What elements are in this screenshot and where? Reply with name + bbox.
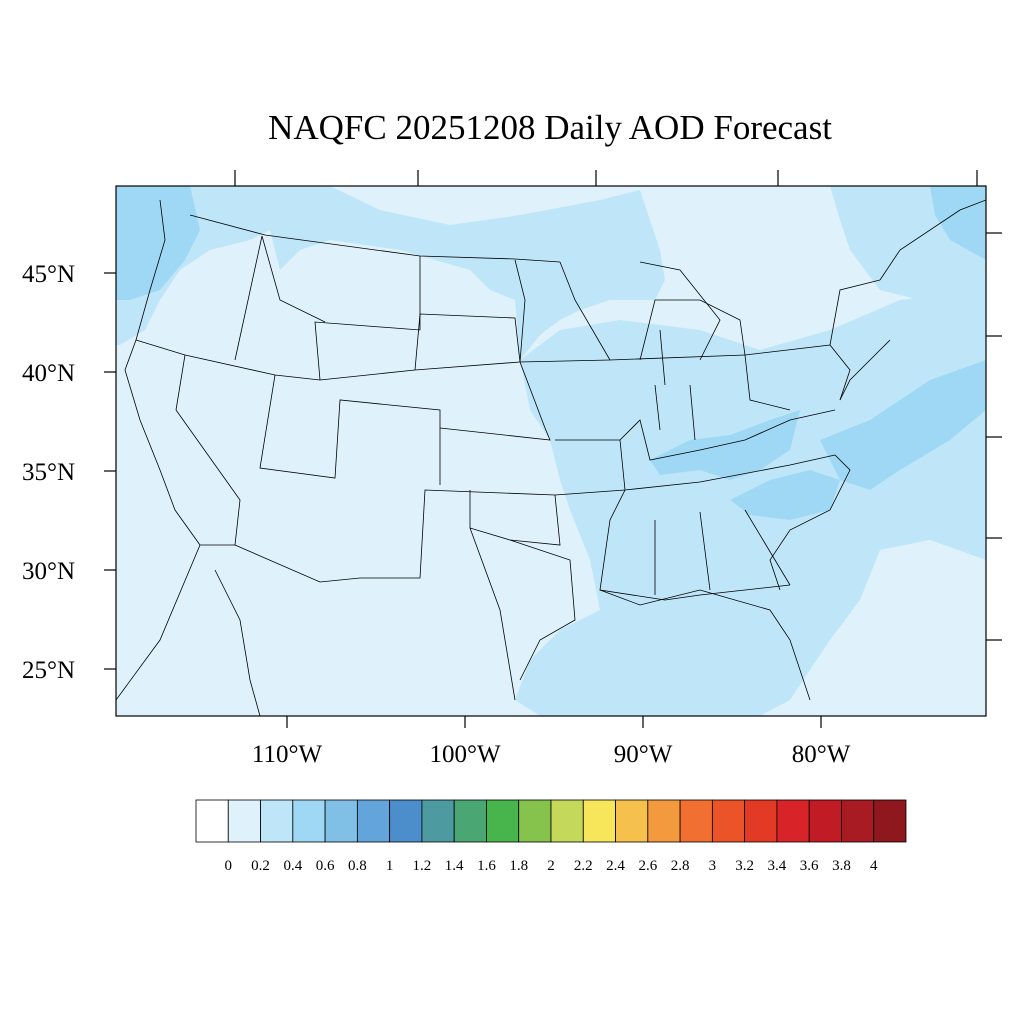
colorbar-swatch xyxy=(808,799,842,843)
aod-contours xyxy=(116,186,986,716)
lat-label: 30°N xyxy=(22,558,75,585)
colorbar-swatch xyxy=(615,799,649,843)
colorbar-label: 1 xyxy=(386,858,394,874)
colorbar-swatch xyxy=(841,799,875,843)
lat-label: 25°N xyxy=(22,657,75,684)
colorbar-label: 0.2 xyxy=(251,858,270,874)
lat-label: 35°N xyxy=(22,459,75,486)
lon-label: 80°W xyxy=(792,741,851,768)
colorbar-label: 0.6 xyxy=(316,858,335,874)
colorbar-label: 4 xyxy=(870,858,878,874)
lon-label: 100°W xyxy=(429,741,500,768)
colorbar-label: 0.8 xyxy=(348,858,367,874)
colorbar-label: 1.8 xyxy=(509,858,528,874)
colorbar-label: 2 xyxy=(547,858,555,874)
colorbar-label: 2.6 xyxy=(638,858,657,874)
colorbar-label: 3.8 xyxy=(832,858,851,874)
aod-region-ohio-valley xyxy=(650,410,800,480)
lon-label: 90°W xyxy=(614,741,673,768)
lat-label: 40°N xyxy=(22,360,75,387)
aod-region-carolinas xyxy=(730,470,840,520)
colorbar-label: 0.4 xyxy=(283,858,302,874)
aod-region-new-england xyxy=(930,186,986,260)
colorbar-swatch xyxy=(711,799,746,843)
map-title: NAQFC 20251208 Daily AOD Forecast xyxy=(268,108,832,147)
state-boundaries xyxy=(116,199,986,716)
colorbar-swatch xyxy=(292,799,326,843)
aod-region-pacific-nw xyxy=(116,186,200,300)
colorbar-label: 3 xyxy=(709,858,717,874)
colorbar-swatch xyxy=(195,799,229,843)
colorbar-label: 1.6 xyxy=(477,858,496,874)
lat-label: 45°N xyxy=(22,261,75,288)
colorbar-swatch xyxy=(873,799,907,843)
colorbar-swatch xyxy=(486,799,520,843)
colorbar: 0 0.2 0.4 0.6 0.8 1 1.2 1.4 1.6 1.8 2 2.2 2.4 2.6 2.8 3… xyxy=(195,799,907,874)
colorbar-swatch xyxy=(744,799,778,843)
aod-region-atlantic xyxy=(820,360,986,490)
colorbar-swatch xyxy=(518,799,552,843)
colorbar-label: 3.6 xyxy=(800,858,819,874)
colorbar-label: 3.4 xyxy=(768,858,787,874)
colorbar-label: 1.2 xyxy=(413,858,432,874)
colorbar-label: 3.2 xyxy=(735,858,754,874)
colorbar-swatch xyxy=(227,799,261,843)
colorbar-swatch xyxy=(356,799,391,843)
colorbar-swatch xyxy=(679,799,713,843)
colorbar-label: 2.2 xyxy=(574,858,593,874)
colorbar-swatch xyxy=(324,799,358,843)
lon-label: 110°W xyxy=(252,741,323,768)
colorbar-label: 2.8 xyxy=(671,858,690,874)
colorbar-swatch xyxy=(647,799,681,843)
map-frame xyxy=(115,185,987,717)
colorbar-label: 2.4 xyxy=(606,858,625,874)
colorbar-swatch xyxy=(260,799,294,843)
colorbar-swatch xyxy=(776,799,810,843)
colorbar-swatch xyxy=(550,799,584,843)
aod-region-northwest xyxy=(116,186,665,360)
colorbar-swatch xyxy=(389,799,423,843)
tick-marks xyxy=(104,170,1002,728)
colorbar-label: 0 xyxy=(225,858,233,874)
colorbar-label: 1.4 xyxy=(445,858,464,874)
colorbar-swatch xyxy=(421,799,455,843)
colorbar-swatch xyxy=(453,799,487,843)
colorbar-swatch xyxy=(582,799,616,843)
